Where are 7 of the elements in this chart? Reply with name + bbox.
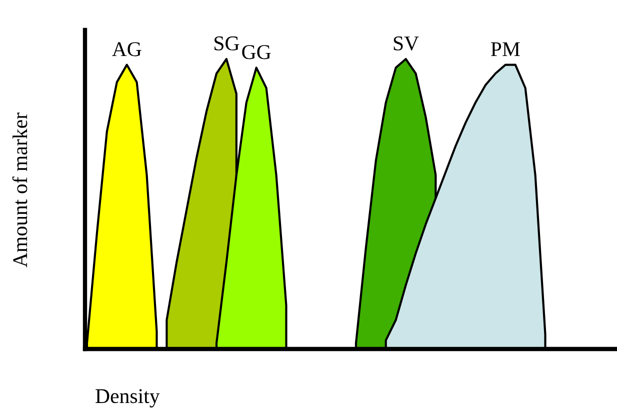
- series-label: AG: [112, 42, 142, 56]
- series-label: PM: [490, 42, 520, 56]
- series-label: SV: [394, 36, 419, 51]
- y-axis-title: Amount of marker: [12, 112, 28, 268]
- series-label: SG: [214, 36, 240, 50]
- series-label: GG: [242, 45, 271, 60]
- x-axis-title: Density: [96, 389, 160, 408]
